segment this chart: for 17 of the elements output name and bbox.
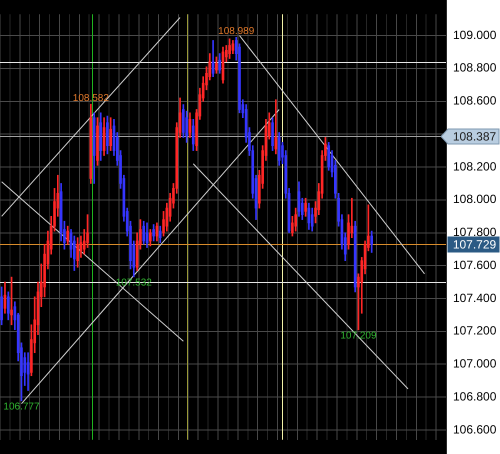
y-tick-label: 108.200 (453, 159, 497, 174)
y-tick-label: 108.800 (453, 60, 497, 75)
annotation: 106.777 (3, 402, 40, 413)
ref-line-label: 108.387 (452, 129, 497, 144)
annotation: 108.989 (218, 26, 255, 38)
y-tick-label: 107.600 (453, 258, 497, 272)
y-tick-label: 106.600 (453, 422, 497, 436)
y-tick-label: 109.000 (453, 28, 497, 42)
y-tick-label: 108.600 (453, 94, 497, 108)
y-tick-label: 107.000 (453, 356, 497, 371)
y-tick-label: 107.400 (453, 290, 497, 305)
candlestick (10, 276, 13, 326)
ref-line-label: 107.729 (452, 237, 497, 252)
y-tick-label: 107.200 (453, 324, 497, 338)
y-tick-label: 106.800 (453, 389, 497, 404)
y-tick-label: 107.800 (453, 225, 497, 240)
y-tick-label: 108.000 (453, 192, 497, 206)
